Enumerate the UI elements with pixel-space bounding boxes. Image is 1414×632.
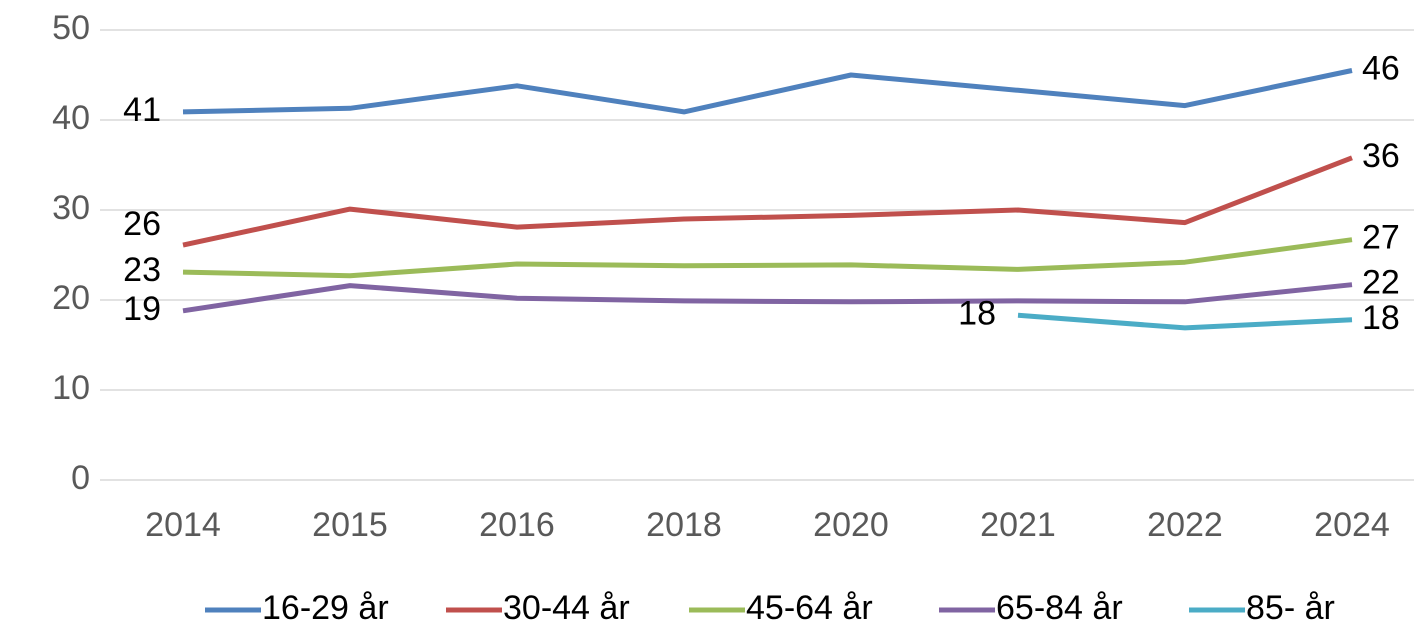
- series-line: [182, 282, 1353, 314]
- series-line: [182, 68, 1353, 115]
- x-tick-label: 2024: [1314, 506, 1390, 544]
- legend-label: 65-84 år: [996, 589, 1123, 627]
- legend-label: 30-44 år: [503, 589, 630, 627]
- data-label: 22: [1362, 264, 1400, 302]
- series-line: [1017, 312, 1353, 331]
- data-label: 27: [1362, 219, 1400, 257]
- y-tick-label: 0: [71, 459, 90, 497]
- x-tick-label: 2020: [813, 506, 889, 544]
- series-line: [182, 237, 1353, 279]
- x-tick-label: 2018: [646, 506, 722, 544]
- x-tick-label: 2016: [479, 506, 555, 544]
- data-label: 26: [123, 205, 161, 243]
- legend-label: 85- år: [1246, 589, 1335, 627]
- legend-label: 16-29 år: [262, 589, 389, 627]
- x-tick-label: 2014: [145, 506, 221, 544]
- data-label: 19: [123, 290, 161, 328]
- data-label: 18: [1362, 299, 1400, 337]
- data-label: 46: [1362, 49, 1400, 87]
- x-tick-label: 2015: [312, 506, 388, 544]
- y-tick-label: 30: [52, 189, 90, 227]
- series-line: [182, 155, 1353, 248]
- y-tick-label: 40: [52, 99, 90, 137]
- data-label: 41: [123, 91, 161, 129]
- y-tick-label: 50: [52, 9, 90, 47]
- data-label: 36: [1362, 137, 1400, 175]
- data-label: 23: [123, 251, 161, 289]
- legend-label: 45-64 år: [746, 589, 873, 627]
- x-tick-label: 2021: [980, 506, 1056, 544]
- data-label: 18: [958, 294, 996, 332]
- y-tick-label: 20: [52, 279, 90, 317]
- y-tick-label: 10: [52, 369, 90, 407]
- x-tick-label: 2022: [1147, 506, 1223, 544]
